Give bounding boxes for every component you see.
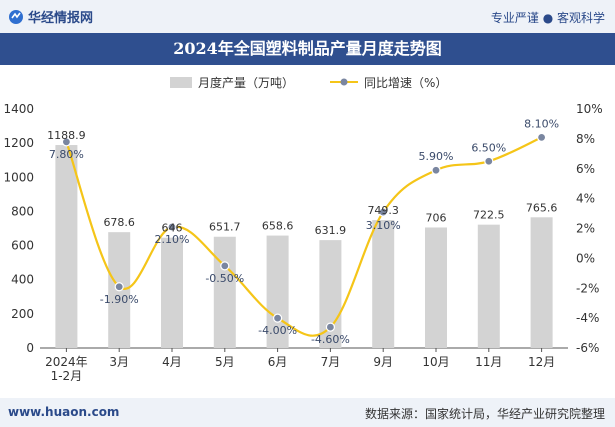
growth-point <box>536 132 547 142</box>
x-axis-tick: 4月 <box>162 355 182 369</box>
left-axis-tick: 0 <box>26 341 34 355</box>
growth-value-label: 7.80% <box>49 148 84 161</box>
growth-value-label: 2.10% <box>155 233 190 246</box>
growth-value-label: -0.50% <box>205 272 244 285</box>
left-axis-tick: 1000 <box>3 170 34 184</box>
bar-value-label: 678.6 <box>103 216 135 229</box>
growth-point <box>325 322 335 332</box>
bar-value-label: 749.3 <box>367 204 399 217</box>
brand-name: 华经情报网 <box>28 11 94 26</box>
growth-value-label: 3.10% <box>366 219 401 232</box>
growth-point <box>220 261 230 271</box>
growth-point <box>431 165 441 175</box>
growth-point <box>61 137 72 147</box>
legend-line-label: 同比增速（%） <box>364 76 447 90</box>
left-axis-tick: 1200 <box>3 136 34 150</box>
growth-value-label: -1.90% <box>100 293 139 306</box>
x-axis-tick: 10月 <box>422 355 449 369</box>
left-axis-tick: 400 <box>11 273 34 287</box>
brand: 华经情报网 <box>8 7 93 26</box>
x-axis-tick: 6月 <box>268 355 288 369</box>
legend-line-marker <box>340 78 348 86</box>
bar-value-label: 658.6 <box>262 220 294 233</box>
brand-logo-icon <box>9 10 23 24</box>
top-bar: 华经情报网 专业严谨 ● 客观科学 <box>0 0 615 33</box>
bar <box>530 217 553 348</box>
right-axis-tick: 4% <box>576 192 595 206</box>
bar <box>213 236 236 348</box>
growth-value-label: -4.00% <box>258 324 297 337</box>
legend-bar-label: 月度产量（万吨） <box>198 75 294 90</box>
x-axis-tick: 2024年 <box>45 355 88 369</box>
growth-point <box>484 156 494 166</box>
growth-value-label: 6.50% <box>471 141 506 154</box>
x-axis-tick: 11月 <box>475 355 502 369</box>
growth-line <box>65 136 543 337</box>
x-axis-tick: 5月 <box>215 355 235 369</box>
left-axis-tick: 1400 <box>3 102 34 116</box>
growth-value-label: 5.90% <box>419 150 454 163</box>
growth-value-label: 8.10% <box>524 117 559 130</box>
right-axis-tick: 8% <box>576 132 595 146</box>
bar-value-label: 706 <box>426 211 447 224</box>
slogan: 专业严谨 ● 客观科学 <box>490 11 605 25</box>
bar <box>425 227 447 348</box>
bar-value-label: 1188.9 <box>47 129 86 142</box>
bar-value-label: 631.9 <box>315 224 347 237</box>
growth-point <box>378 207 388 217</box>
bar <box>477 224 500 348</box>
left-axis-tick: 800 <box>11 204 34 218</box>
data-source: 数据来源：国家统计局，华经产业研究院整理 <box>364 407 605 421</box>
right-axis-tick: 10% <box>576 102 603 116</box>
x-axis-tick: 12月 <box>528 355 555 369</box>
footer-bar: www.huaon.com 数据来源：国家统计局，华经产业研究院整理 <box>0 398 615 427</box>
bar-value-label: 765.6 <box>526 201 558 214</box>
growth-point <box>114 282 124 292</box>
growth-value-label: -4.60% <box>311 333 350 346</box>
legend-bar-swatch <box>170 77 192 88</box>
growth-point <box>273 313 283 323</box>
bar <box>266 235 289 348</box>
right-axis-tick: 0% <box>576 251 595 265</box>
bar <box>161 237 183 348</box>
left-axis-tick: 200 <box>11 307 34 321</box>
growth-point <box>167 222 177 232</box>
x-axis-tick: 3月 <box>109 355 129 369</box>
site-url: www.huaon.com <box>8 405 120 419</box>
right-axis-tick: 6% <box>576 162 595 176</box>
right-axis-tick: 2% <box>576 222 595 236</box>
bar-value-label: 651.7 <box>209 221 241 234</box>
title-bar: 2024年全国塑料制品产量月度走势图 <box>0 33 615 65</box>
bar-value-label: 646 <box>162 222 183 235</box>
right-axis-tick: -6% <box>576 341 599 355</box>
x-axis-tick: 1-2月 <box>51 369 83 383</box>
x-axis-tick: 9月 <box>373 355 393 369</box>
bar <box>372 220 395 348</box>
right-axis-tick: -2% <box>576 281 599 295</box>
x-axis-tick: 7月 <box>321 355 341 369</box>
left-axis-tick: 600 <box>11 239 34 253</box>
right-axis-tick: -4% <box>576 311 599 325</box>
bar <box>55 145 78 348</box>
bar-value-label: 722.5 <box>473 209 505 222</box>
chart-title: 2024年全国塑料制品产量月度走势图 <box>173 39 442 58</box>
